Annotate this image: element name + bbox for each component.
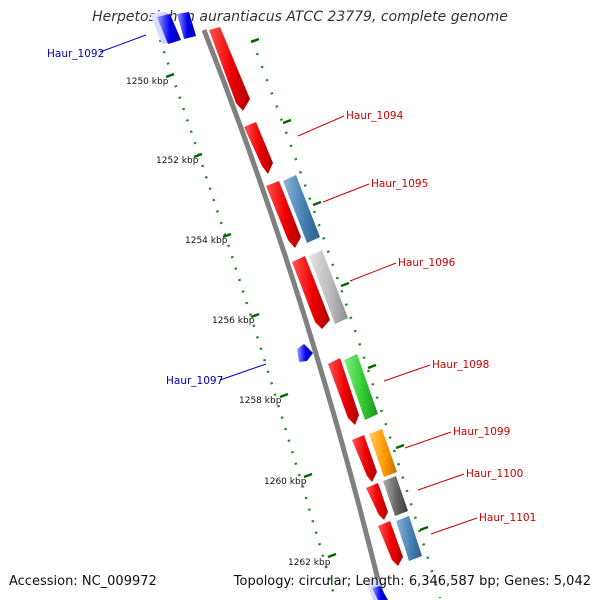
- gene-haur-1094[interactable]: [244, 122, 273, 174]
- accession-label: Accession:: [9, 574, 78, 589]
- tick-label-1250: 1250 kbp: [126, 77, 169, 87]
- gene-haur-1099[interactable]: [352, 435, 377, 482]
- gene-haur-1092[interactable]: [157, 14, 181, 44]
- topology-value: circular: [298, 574, 347, 589]
- tick-label-1260: 1260 kbp: [264, 477, 307, 487]
- accession-value: NC_009972: [81, 574, 157, 589]
- tick-label-1258: 1258 kbp: [239, 396, 282, 406]
- map-title: Herpetosiphon aurantiacus ATCC 23779, co…: [92, 9, 508, 25]
- gene-haur-1100[interactable]: [366, 483, 388, 520]
- gene-label-haur-1099[interactable]: Haur_1099: [453, 426, 510, 438]
- gene-label-haur-1094[interactable]: Haur_1094: [346, 110, 404, 122]
- gene-label-haur-1098[interactable]: Haur_1098: [432, 359, 489, 371]
- gene-haur-1095[interactable]: [266, 181, 301, 248]
- accession-info: Accession: NC_009972: [9, 574, 157, 589]
- outer-ticks: [250, 37, 429, 532]
- length-value: 6,346,587 bp: [408, 574, 496, 589]
- gene-haur-1101[interactable]: [378, 521, 403, 566]
- tick-label-1262: 1262 kbp: [288, 558, 331, 568]
- genes-value: 5,042: [553, 574, 591, 589]
- gene-label-haur-1095[interactable]: Haur_1095: [371, 178, 428, 190]
- cog-box-1100: [383, 476, 408, 516]
- gene-label-haur-1097[interactable]: Haur_1097: [166, 375, 223, 387]
- gene-haur-1097[interactable]: [297, 344, 313, 362]
- gene-haur-1098[interactable]: [328, 358, 359, 425]
- genes-label: Genes:: [504, 574, 550, 589]
- gene-haur-1093[interactable]: [209, 27, 250, 111]
- tick-label-1252: 1252 kbp: [156, 156, 199, 166]
- outer-cog-ring: [250, 39, 442, 599]
- gene-label-haur-1101[interactable]: Haur_1101: [479, 512, 536, 524]
- tick-label-1254: 1254 kbp: [185, 236, 228, 246]
- gene-label-haur-1092[interactable]: Haur_1092: [47, 48, 104, 60]
- cog-box-1101: [396, 516, 422, 561]
- label-connectors: [99, 34, 478, 535]
- genome-backbone: [201, 29, 386, 600]
- topology-label: Topology:: [233, 574, 295, 589]
- tick-label-1256: 1256 kbp: [212, 316, 255, 326]
- length-label: Length:: [355, 574, 405, 589]
- gene-label-haur-1096[interactable]: Haur_1096: [398, 257, 456, 269]
- gene-label-haur-1100[interactable]: Haur_1100: [466, 468, 523, 480]
- cog-box-1099: [369, 429, 397, 477]
- genome-stats: Topology: circular; Length: 6,346,587 bp…: [233, 574, 591, 589]
- cog-box-1096: [309, 250, 348, 324]
- cog-box-1098: [344, 354, 378, 420]
- cog-box-1095: [283, 175, 320, 243]
- gene-bottom-reverse-dark[interactable]: [372, 586, 388, 600]
- gene-haur-1093-cds[interactable]: [177, 12, 196, 39]
- major-ticks: [165, 72, 337, 559]
- gene-haur-1096[interactable]: [292, 256, 330, 329]
